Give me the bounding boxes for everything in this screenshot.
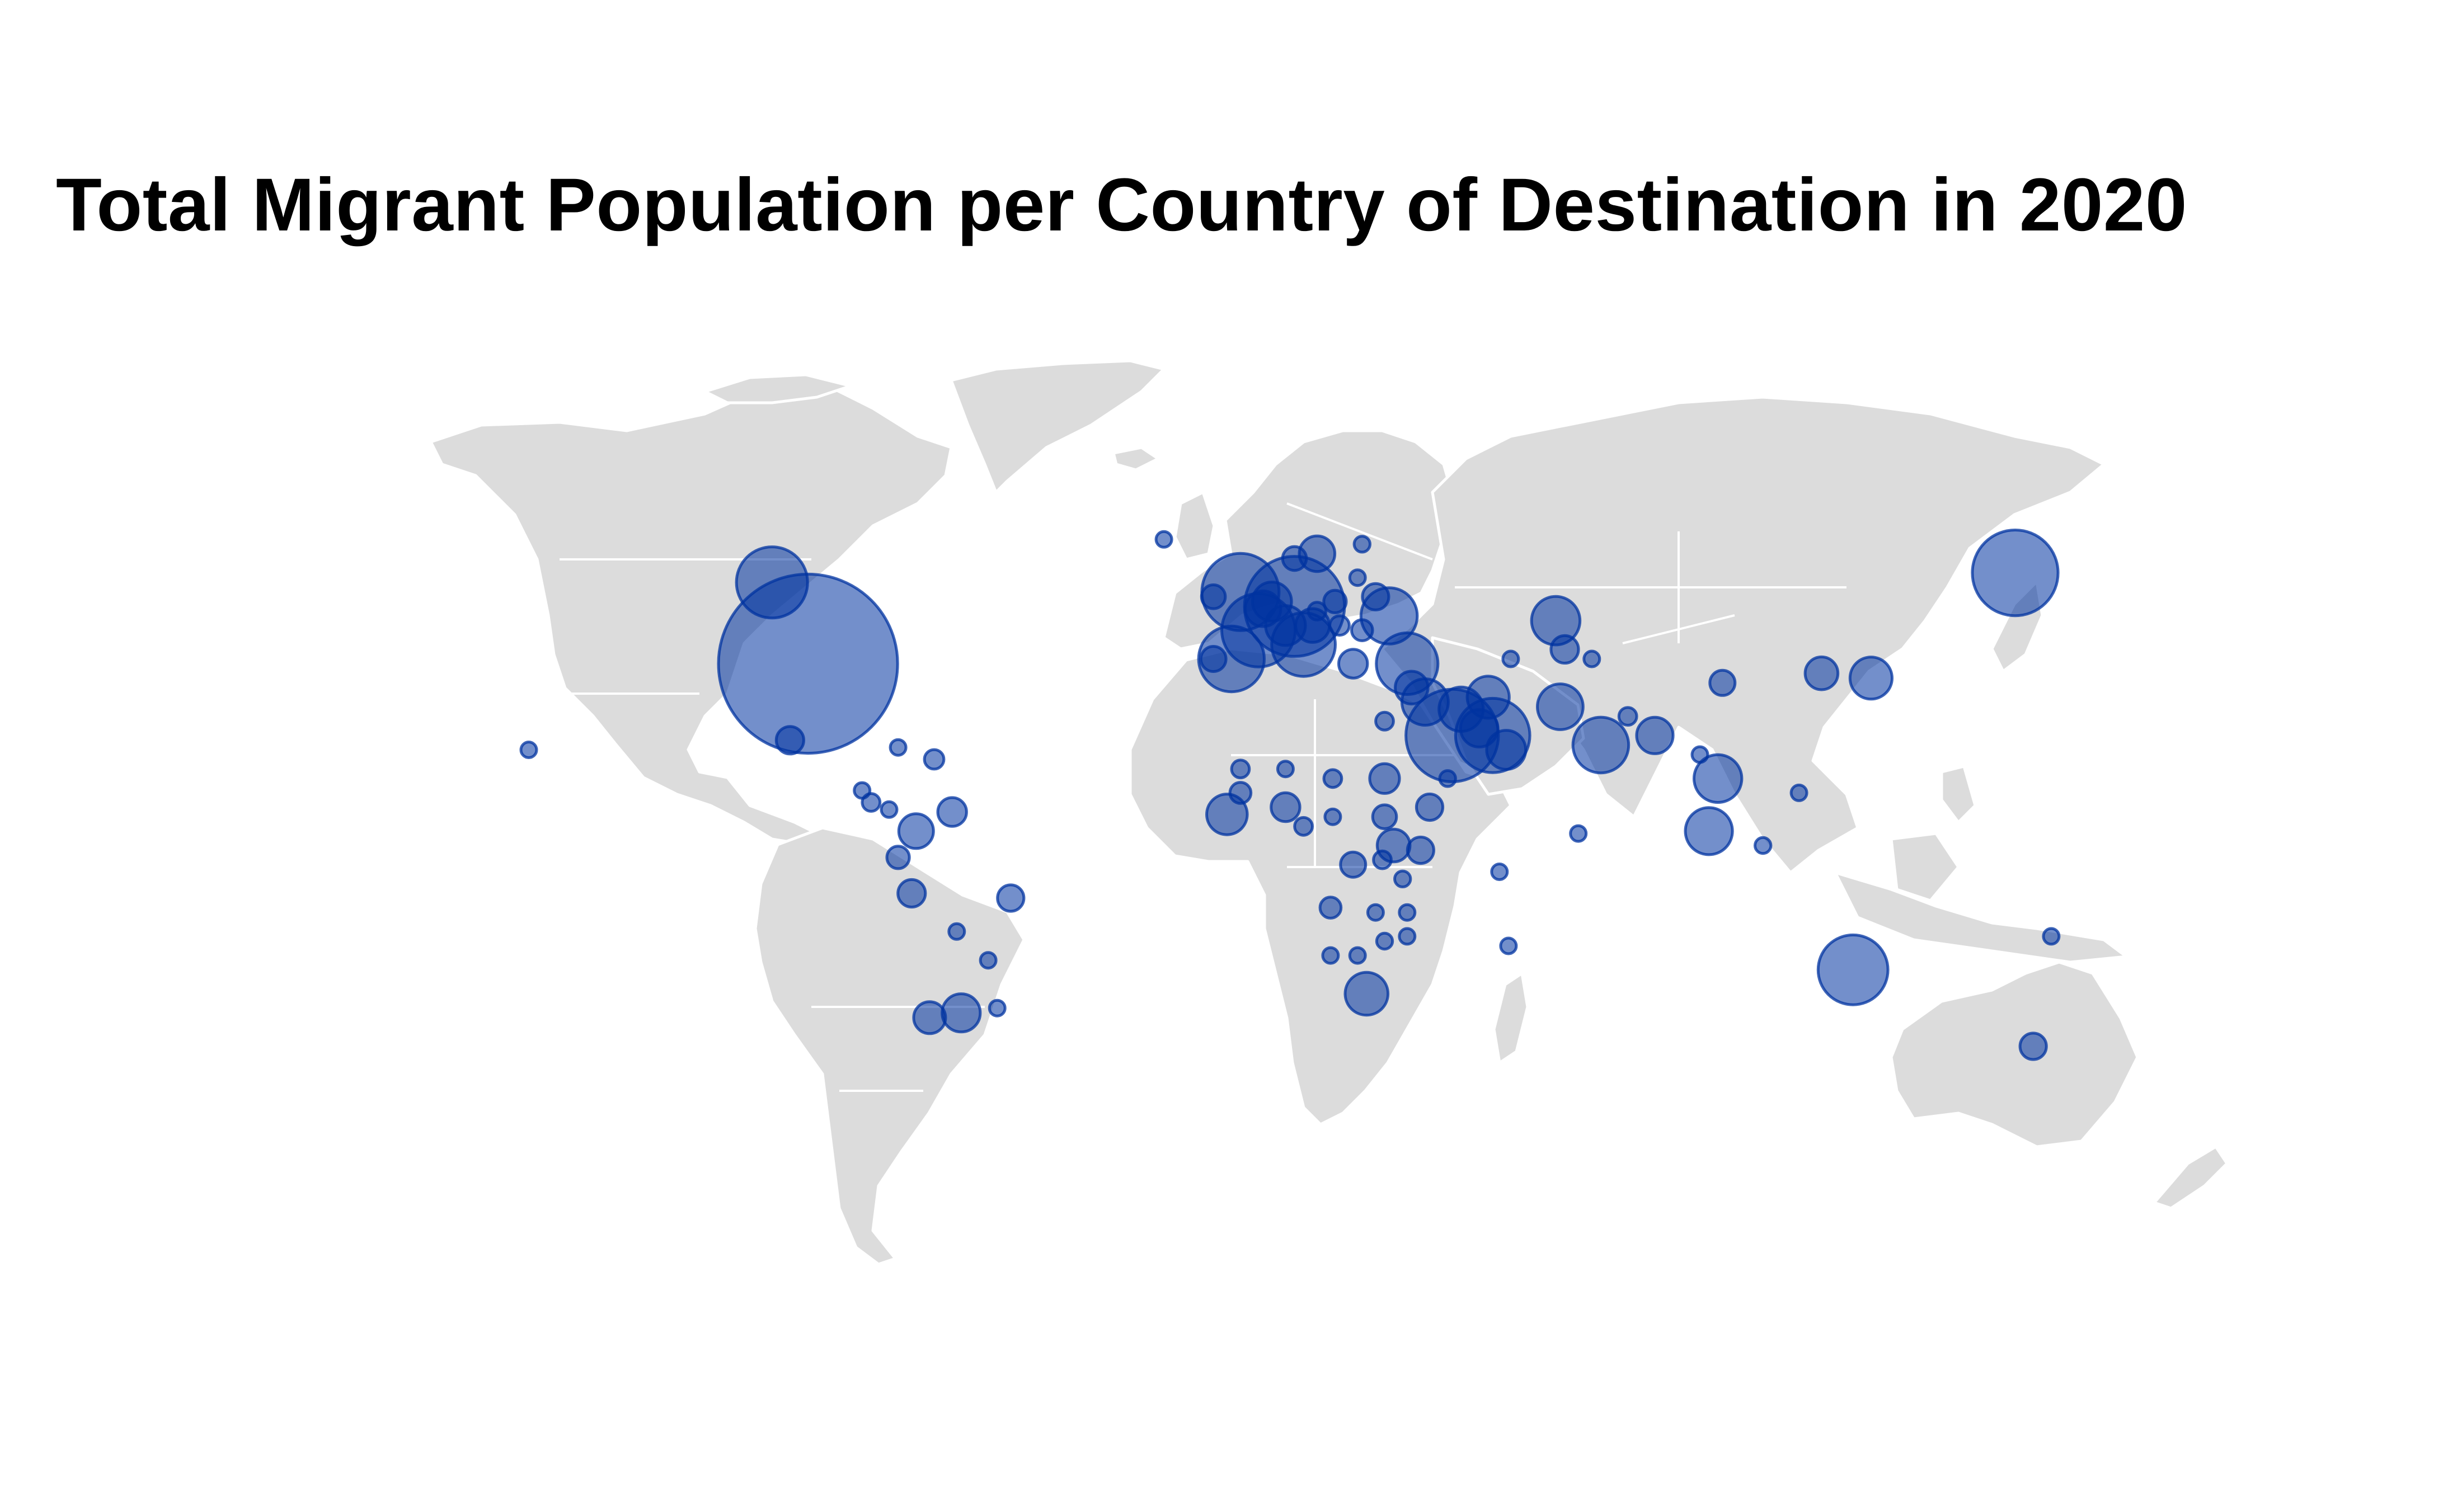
migrant-bubble-86	[1582, 649, 1601, 668]
migrant-bubble-57	[885, 845, 911, 870]
migrant-bubble-93	[1690, 745, 1709, 764]
migrant-bubble-67	[1230, 759, 1251, 780]
land-greenland	[950, 359, 1166, 494]
migrant-bubble-20	[1343, 971, 1390, 1017]
migrant-bubble-15	[1693, 753, 1744, 804]
land-iceland	[1112, 446, 1160, 472]
migrant-bubble-27	[941, 992, 982, 1034]
land-britain	[1173, 491, 1216, 561]
migrant-bubble-39	[1337, 648, 1369, 680]
migrant-bubble-76	[1348, 568, 1367, 587]
migrant-bubble-68	[1293, 816, 1314, 837]
migrant-bubble-82	[947, 922, 966, 941]
migrant-bubble-46	[1415, 792, 1445, 822]
migrant-bubble-66	[1322, 768, 1343, 789]
migrant-bubble-9	[1197, 624, 1266, 694]
migrant-bubble-47	[1406, 835, 1435, 865]
land-borneo	[1890, 832, 1960, 902]
migrant-bubble-62	[923, 748, 946, 771]
migrant-bubble-29	[1635, 715, 1675, 755]
migrant-bubble-51	[1339, 850, 1368, 879]
migrant-bubble-7	[735, 545, 809, 620]
migrant-bubble-26	[1485, 729, 1528, 771]
migrant-bubble-87	[1323, 807, 1342, 826]
migrant-bubble-94	[1154, 530, 1173, 549]
migrant-bubble-49	[2018, 1031, 2048, 1061]
migrant-bubble-83	[979, 951, 998, 970]
migrant-bubble-59	[1228, 781, 1253, 805]
migrant-bubble-91	[853, 781, 872, 800]
migrant-bubble-28	[1459, 708, 1500, 748]
migrant-bubble-54	[1200, 583, 1227, 610]
migrant-bubble-38	[1368, 762, 1401, 795]
migrant-bubble-96	[1499, 936, 1518, 955]
migrant-bubble-32	[897, 812, 935, 850]
migrant-bubble-98	[2042, 927, 2061, 946]
migrant-bubble-3	[1971, 529, 2060, 618]
migrant-bubble-50	[1199, 645, 1228, 673]
migrant-bubble-65	[1372, 849, 1393, 870]
migrant-bubble-63	[1307, 601, 1328, 621]
migrant-bubble-64	[1374, 710, 1395, 732]
migrant-bubble-73	[1438, 769, 1457, 788]
migrant-bubble-53	[1281, 545, 1308, 572]
migrant-bubble-56	[1322, 588, 1348, 615]
migrant-bubble-45	[1361, 582, 1390, 611]
migrant-bubble-85	[1501, 649, 1520, 668]
migrant-bubble-77	[1276, 760, 1295, 779]
migrant-bubble-97	[1490, 863, 1509, 881]
bubble-layer	[519, 529, 2061, 1061]
migrant-bubble-80	[1366, 903, 1385, 922]
migrant-bubble-71	[1754, 836, 1773, 855]
migrant-bubble-55	[1371, 803, 1398, 830]
land-arctic-islands	[703, 373, 852, 404]
migrant-bubble-48	[996, 883, 1026, 913]
migrant-bubble-44	[1549, 634, 1580, 665]
migrant-bubble-52	[1708, 668, 1737, 697]
migrant-bubble-75	[1375, 931, 1394, 951]
migrant-bubble-92	[889, 738, 908, 757]
migrant-bubble-35	[1394, 670, 1430, 706]
migrant-bubble-78	[1398, 927, 1417, 946]
migrant-bubble-31	[1243, 589, 1282, 628]
migrant-bubble-21	[1848, 656, 1893, 701]
migrant-bubble-34	[1803, 655, 1840, 691]
migrant-bubble-99	[519, 741, 538, 759]
migrant-bubble-79	[880, 800, 899, 819]
migrant-bubble-58	[1350, 618, 1374, 642]
migrant-bubble-60	[1318, 896, 1343, 920]
migrant-bubble-37	[912, 1000, 947, 1035]
migrant-bubble-70	[1617, 706, 1638, 727]
migrant-bubble-81	[1398, 903, 1417, 922]
migrant-bubble-18	[1536, 682, 1585, 731]
migrant-bubble-40	[1270, 791, 1301, 823]
land-australia	[1890, 960, 2139, 1148]
chart-title: Total Migrant Population per Country of …	[56, 163, 2187, 247]
migrant-bubble-95	[1569, 824, 1588, 843]
migrant-bubble-90	[988, 998, 1007, 1018]
migrant-bubble-89	[1321, 946, 1340, 965]
migrant-bubble-43	[896, 878, 927, 909]
migrant-bubble-42	[774, 725, 806, 756]
migrant-bubble-13	[1571, 715, 1631, 775]
migrant-bubble-8	[1816, 933, 1890, 1006]
migrant-bubble-72	[1352, 535, 1372, 554]
migrant-bubble-61	[1328, 614, 1351, 637]
migrant-bubble-41	[936, 796, 968, 828]
land-philippines	[1940, 765, 1977, 824]
land-madagascar	[1492, 972, 1529, 1064]
migrant-bubble-74	[1393, 869, 1412, 889]
land-south-america	[754, 826, 1026, 1266]
migrant-bubble-88	[1348, 946, 1367, 965]
migrant-bubble-16	[1684, 806, 1734, 856]
land-new-zealand	[2153, 1145, 2229, 1210]
migrant-bubble-84	[1789, 783, 1808, 802]
land-north-america	[429, 384, 953, 846]
